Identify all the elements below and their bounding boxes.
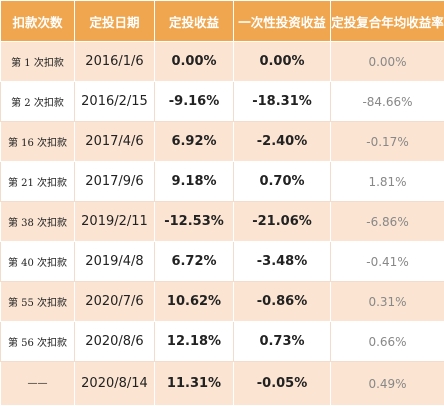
cell-dca-return: 10.62% bbox=[155, 282, 234, 322]
cell-annualized: 0.66% bbox=[331, 322, 444, 362]
cell-annualized: 1.81% bbox=[331, 162, 444, 202]
cell-lump-return: -3.48% bbox=[234, 242, 331, 282]
table-row: 第 56 次扣款 2020/8/6 12.18% 0.73% 0.66% bbox=[1, 322, 444, 362]
header-row: 扣款次数 定投日期 定投收益 一次性投资收益 定投复合年均收益率 bbox=[1, 1, 444, 42]
cell-lump-return: -2.40% bbox=[234, 122, 331, 162]
cell-debit-count: 第 1 次扣款 bbox=[1, 42, 75, 82]
cell-debit-count: 第 21 次扣款 bbox=[1, 162, 75, 202]
cell-dca-return: 11.31% bbox=[155, 362, 234, 406]
cell-annualized: -84.66% bbox=[331, 82, 444, 122]
cell-annualized: -6.86% bbox=[331, 202, 444, 242]
cell-date: 2020/8/14 bbox=[75, 362, 155, 406]
cell-date: 2016/2/15 bbox=[75, 82, 155, 122]
col-header-debit-count: 扣款次数 bbox=[1, 1, 75, 42]
cell-debit-count: 第 40 次扣款 bbox=[1, 242, 75, 282]
cell-dca-return: 9.18% bbox=[155, 162, 234, 202]
cell-annualized: 0.00% bbox=[331, 42, 444, 82]
table-row: 第 55 次扣款 2020/7/6 10.62% -0.86% 0.31% bbox=[1, 282, 444, 322]
cell-date: 2020/7/6 bbox=[75, 282, 155, 322]
cell-dca-return: -12.53% bbox=[155, 202, 234, 242]
col-header-lump-return: 一次性投资收益 bbox=[234, 1, 331, 42]
cell-date: 2020/8/6 bbox=[75, 322, 155, 362]
cell-debit-count: 第 2 次扣款 bbox=[1, 82, 75, 122]
col-header-annualized: 定投复合年均收益率 bbox=[331, 1, 444, 42]
cell-dca-return: 6.72% bbox=[155, 242, 234, 282]
cell-date: 2016/1/6 bbox=[75, 42, 155, 82]
cell-lump-return: -0.86% bbox=[234, 282, 331, 322]
table-row: 第 38 次扣款 2019/2/11 -12.53% -21.06% -6.86… bbox=[1, 202, 444, 242]
col-header-date: 定投日期 bbox=[75, 1, 155, 42]
cell-debit-count: —— bbox=[1, 362, 75, 406]
cell-annualized: 0.49% bbox=[331, 362, 444, 406]
table-row: 第 16 次扣款 2017/4/6 6.92% -2.40% -0.17% bbox=[1, 122, 444, 162]
table-header: 扣款次数 定投日期 定投收益 一次性投资收益 定投复合年均收益率 bbox=[1, 1, 444, 42]
cell-annualized: -0.17% bbox=[331, 122, 444, 162]
cell-debit-count: 第 56 次扣款 bbox=[1, 322, 75, 362]
cell-annualized: -0.41% bbox=[331, 242, 444, 282]
table-row: 第 2 次扣款 2016/2/15 -9.16% -18.31% -84.66% bbox=[1, 82, 444, 122]
cell-dca-return: 6.92% bbox=[155, 122, 234, 162]
cell-date: 2019/2/11 bbox=[75, 202, 155, 242]
cell-debit-count: 第 55 次扣款 bbox=[1, 282, 75, 322]
cell-dca-return: 12.18% bbox=[155, 322, 234, 362]
cell-debit-count: 第 16 次扣款 bbox=[1, 122, 75, 162]
table-body: 第 1 次扣款 2016/1/6 0.00% 0.00% 0.00% 第 2 次… bbox=[1, 42, 444, 406]
table-row: 第 21 次扣款 2017/9/6 9.18% 0.70% 1.81% bbox=[1, 162, 444, 202]
cell-lump-return: -21.06% bbox=[234, 202, 331, 242]
cell-lump-return: -0.05% bbox=[234, 362, 331, 406]
table-row: 第 40 次扣款 2019/4/8 6.72% -3.48% -0.41% bbox=[1, 242, 444, 282]
cell-date: 2017/4/6 bbox=[75, 122, 155, 162]
cell-lump-return: 0.00% bbox=[234, 42, 331, 82]
cell-date: 2017/9/6 bbox=[75, 162, 155, 202]
cell-dca-return: -9.16% bbox=[155, 82, 234, 122]
table-row: 第 1 次扣款 2016/1/6 0.00% 0.00% 0.00% bbox=[1, 42, 444, 82]
table-row: —— 2020/8/14 11.31% -0.05% 0.49% bbox=[1, 362, 444, 406]
cell-lump-return: -18.31% bbox=[234, 82, 331, 122]
cell-debit-count: 第 38 次扣款 bbox=[1, 202, 75, 242]
cell-lump-return: 0.70% bbox=[234, 162, 331, 202]
col-header-dca-return: 定投收益 bbox=[155, 1, 234, 42]
cell-date: 2019/4/8 bbox=[75, 242, 155, 282]
cell-annualized: 0.31% bbox=[331, 282, 444, 322]
cell-lump-return: 0.73% bbox=[234, 322, 331, 362]
cell-dca-return: 0.00% bbox=[155, 42, 234, 82]
